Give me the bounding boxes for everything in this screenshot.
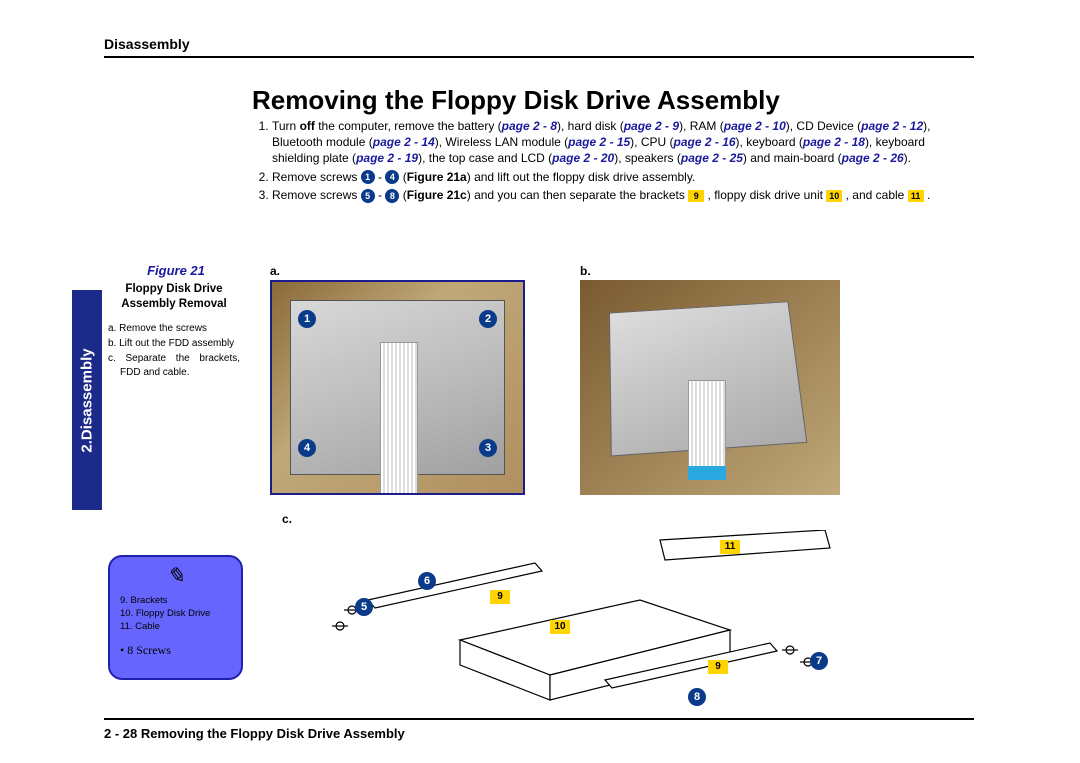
callout-1: 1 xyxy=(298,310,316,328)
text: ), RAM ( xyxy=(679,119,724,133)
text: ( xyxy=(399,188,406,202)
text: ) and main-board ( xyxy=(743,151,842,165)
callout-5: 5 xyxy=(355,598,373,616)
page-ref[interactable]: page 2 - 8 xyxy=(502,119,557,133)
header-rule xyxy=(104,56,974,58)
exploded-diagram: 5 6 7 8 9 9 10 11 xyxy=(280,530,860,720)
exploded-svg xyxy=(280,530,860,720)
callout-10-icon: 10 xyxy=(826,190,842,202)
step-3: Remove screws 5 - 8 (Figure 21c) and you… xyxy=(272,187,972,203)
section-header: Disassembly xyxy=(104,36,190,52)
text: - xyxy=(375,188,386,202)
legend-item: 10. Floppy Disk Drive xyxy=(120,608,231,621)
note-legend: 9. Brackets 10. Floppy Disk Drive 11. Ca… xyxy=(120,595,231,633)
photo-panel-a: 1 2 3 4 xyxy=(270,280,525,495)
substep-a: a. Remove the screws xyxy=(108,322,240,336)
callout-6: 6 xyxy=(418,572,436,590)
callout-10: 10 xyxy=(550,620,570,634)
callout-4-icon: 4 xyxy=(385,170,399,184)
callout-9a: 9 xyxy=(490,590,510,604)
instruction-list: Turn off the computer, remove the batter… xyxy=(252,118,972,205)
text: , and cable xyxy=(842,188,907,202)
page-ref[interactable]: page 2 - 12 xyxy=(861,119,923,133)
text: Remove screws xyxy=(272,170,361,184)
callout-5-icon: 5 xyxy=(361,189,375,203)
text: ), speakers ( xyxy=(614,151,681,165)
text: Remove screws xyxy=(272,188,361,202)
panel-c-label: c. xyxy=(282,512,292,526)
callout-8: 8 xyxy=(688,688,706,706)
footer-rule xyxy=(104,718,974,720)
page-ref[interactable]: page 2 - 16 xyxy=(674,135,736,149)
callout-9-icon: 9 xyxy=(688,190,704,202)
callout-11: 11 xyxy=(720,540,740,554)
text: . xyxy=(924,188,931,202)
callout-1-icon: 1 xyxy=(361,170,375,184)
page-ref[interactable]: page 2 - 25 xyxy=(681,151,743,165)
page-ref[interactable]: page 2 - 10 xyxy=(724,119,786,133)
page-ref[interactable]: page 2 - 26 xyxy=(842,151,904,165)
legend-item: 9. Brackets xyxy=(120,595,231,608)
chapter-tab-label: 2.Disassembly xyxy=(79,348,96,452)
figure-number: Figure 21 xyxy=(116,263,236,278)
text: ). xyxy=(904,151,911,165)
chapter-tab: 2.Disassembly xyxy=(72,290,102,510)
page-ref[interactable]: page 2 - 14 xyxy=(373,135,435,149)
caption-line: Assembly Removal xyxy=(121,298,226,310)
text: ), keyboard ( xyxy=(736,135,803,149)
callout-4: 4 xyxy=(298,439,316,457)
substep-c: c. Separate the brackets, FDD and cable. xyxy=(108,352,240,380)
text: ), CD Device ( xyxy=(786,119,861,133)
panel-a-label: a. xyxy=(270,264,280,278)
text: , floppy disk drive unit xyxy=(704,188,826,202)
page-ref[interactable]: page 2 - 19 xyxy=(356,151,418,165)
photo-panel-b xyxy=(580,280,840,495)
substep-b: b. Lift out the FDD assembly xyxy=(108,337,240,351)
step-2: Remove screws 1 - 4 (Figure 21a) and lif… xyxy=(272,169,972,185)
text: - xyxy=(375,170,386,184)
panel-b-label: b. xyxy=(580,264,591,278)
callout-2: 2 xyxy=(479,310,497,328)
figure-ref: Figure 21a xyxy=(407,170,467,184)
footer-text: 2 - 28 Removing the Floppy Disk Drive As… xyxy=(104,726,405,741)
text: ), the top case and LCD ( xyxy=(418,151,552,165)
note-box: ✎ 9. Brackets 10. Floppy Disk Drive 11. … xyxy=(108,555,243,680)
text: ) and lift out the floppy disk drive ass… xyxy=(467,170,696,184)
text: Turn xyxy=(272,119,300,133)
page-title: Removing the Floppy Disk Drive Assembly xyxy=(252,85,780,116)
text: ) and you can then separate the brackets xyxy=(467,188,688,202)
ribbon-connector-icon xyxy=(688,466,726,480)
callout-3: 3 xyxy=(479,439,497,457)
bold-off: off xyxy=(300,119,315,133)
screws-count: • 8 Screws xyxy=(120,643,231,658)
page-ref[interactable]: page 2 - 15 xyxy=(568,135,630,149)
text: ), hard disk ( xyxy=(557,119,624,133)
legend-item: 11. Cable xyxy=(120,621,231,634)
page-ref[interactable]: page 2 - 18 xyxy=(803,135,865,149)
ribbon-cable-icon xyxy=(380,342,418,495)
callout-9b: 9 xyxy=(708,660,728,674)
callout-8-icon: 8 xyxy=(385,189,399,203)
step-1: Turn off the computer, remove the batter… xyxy=(272,118,972,167)
callout-7: 7 xyxy=(810,652,828,670)
text: ), CPU ( xyxy=(630,135,673,149)
page-ref[interactable]: page 2 - 20 xyxy=(552,151,614,165)
text: ( xyxy=(399,170,406,184)
text: the computer, remove the battery ( xyxy=(315,119,502,133)
callout-11-icon: 11 xyxy=(908,190,924,202)
caption-line: Floppy Disk Drive xyxy=(125,283,222,295)
figure-caption: Floppy Disk Drive Assembly Removal xyxy=(104,282,244,312)
ribbon-cable-icon xyxy=(688,380,726,480)
text: ), Wireless LAN module ( xyxy=(435,135,568,149)
figure-ref: Figure 21c xyxy=(407,188,467,202)
pencil-icon: ✎ xyxy=(120,565,231,587)
page-ref[interactable]: page 2 - 9 xyxy=(624,119,679,133)
figure-substeps: a. Remove the screws b. Lift out the FDD… xyxy=(108,322,240,381)
